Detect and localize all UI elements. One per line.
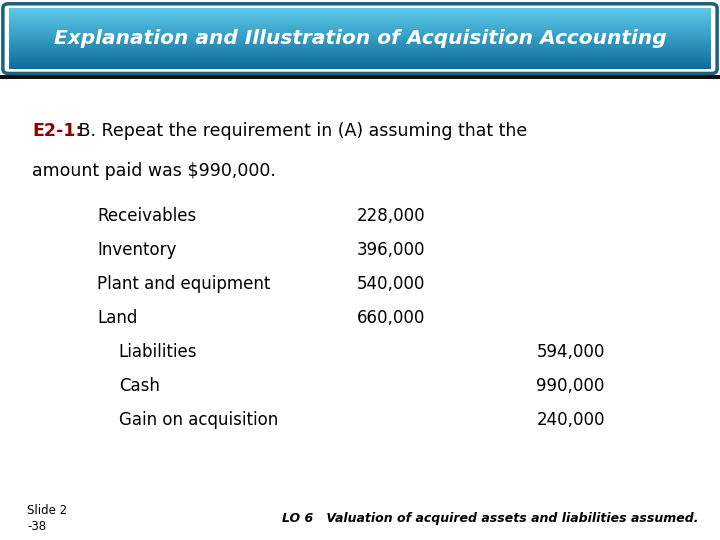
Bar — [9, 63, 711, 65]
Text: Receivables: Receivables — [97, 207, 197, 225]
Text: 660,000: 660,000 — [356, 309, 425, 327]
Bar — [9, 68, 711, 69]
Text: Gain on acquisition: Gain on acquisition — [119, 411, 278, 429]
Text: E2-1:: E2-1: — [32, 122, 83, 139]
Bar — [9, 8, 711, 10]
Bar — [9, 32, 711, 34]
Bar — [9, 17, 711, 19]
Bar — [9, 58, 711, 60]
Bar — [9, 62, 711, 63]
Bar — [9, 65, 711, 66]
Bar — [9, 23, 711, 25]
Bar — [9, 46, 711, 48]
Bar — [9, 19, 711, 21]
Bar — [9, 51, 711, 52]
Bar — [9, 26, 711, 28]
Bar — [9, 12, 711, 14]
Bar — [9, 39, 711, 40]
Bar — [9, 21, 711, 22]
Text: 228,000: 228,000 — [356, 207, 425, 225]
Bar — [9, 60, 711, 62]
Text: Liabilities: Liabilities — [119, 343, 197, 361]
Bar — [9, 49, 711, 51]
Bar — [9, 31, 711, 32]
Bar — [9, 14, 711, 16]
Bar — [9, 40, 711, 42]
Bar — [9, 16, 711, 17]
Bar — [9, 25, 711, 26]
Text: 540,000: 540,000 — [356, 275, 425, 293]
Bar — [9, 36, 711, 37]
Text: Plant and equipment: Plant and equipment — [97, 275, 271, 293]
Text: Explanation and Illustration of Acquisition Accounting: Explanation and Illustration of Acquisit… — [54, 29, 666, 48]
Text: B. Repeat the requirement in (A) assuming that the: B. Repeat the requirement in (A) assumin… — [73, 122, 528, 139]
Text: LO 6   Valuation of acquired assets and liabilities assumed.: LO 6 Valuation of acquired assets and li… — [282, 512, 698, 525]
Bar — [9, 10, 711, 11]
Bar — [9, 66, 711, 68]
Text: 240,000: 240,000 — [536, 411, 605, 429]
Bar — [9, 28, 711, 30]
Bar — [9, 56, 711, 57]
Text: 396,000: 396,000 — [356, 241, 425, 259]
Bar — [9, 52, 711, 54]
Text: Land: Land — [97, 309, 138, 327]
Bar — [9, 48, 711, 49]
Bar — [0, 75, 720, 79]
Bar — [9, 37, 711, 39]
Bar — [9, 34, 711, 36]
Text: Slide 2: Slide 2 — [27, 504, 68, 517]
Bar — [9, 30, 711, 31]
Bar — [9, 43, 711, 45]
Text: 594,000: 594,000 — [536, 343, 605, 361]
Bar — [9, 54, 711, 56]
Bar — [9, 57, 711, 58]
Text: 990,000: 990,000 — [536, 377, 605, 395]
Text: Inventory: Inventory — [97, 241, 176, 259]
Text: -38: -38 — [27, 520, 47, 533]
Bar — [9, 11, 711, 12]
Text: amount paid was $990,000.: amount paid was $990,000. — [32, 162, 276, 180]
Bar — [9, 42, 711, 43]
Bar — [9, 45, 711, 46]
Text: Cash: Cash — [119, 377, 160, 395]
Bar — [9, 22, 711, 23]
